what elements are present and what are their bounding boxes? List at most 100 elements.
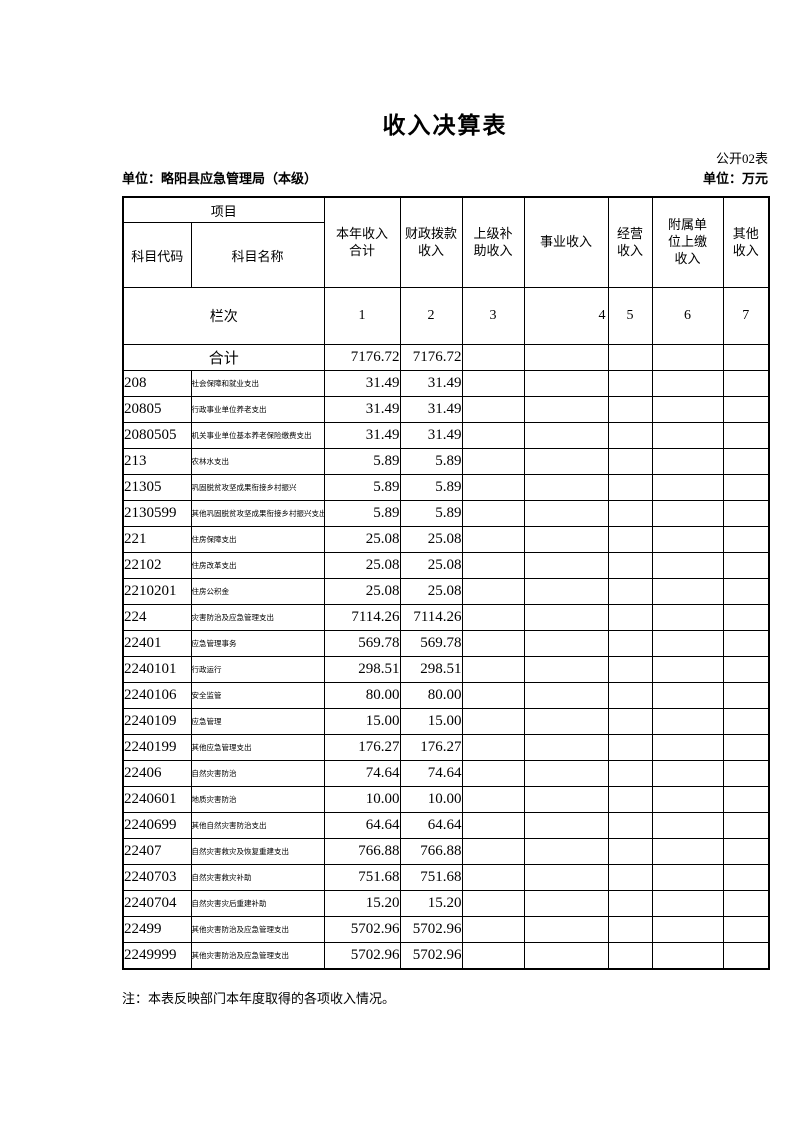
value-cell	[722, 916, 770, 943]
value-cell: 5702.96	[399, 916, 463, 943]
value-cell	[607, 396, 653, 423]
value-cell: 7176.72	[399, 344, 463, 371]
value-cell	[461, 448, 525, 475]
value-cell	[523, 864, 609, 891]
value-cell: 10.00	[323, 786, 401, 813]
subject-code-cell: 2080505	[122, 422, 192, 449]
subject-name-cell: 其他灾害防治及应急管理支出	[190, 916, 325, 943]
subject-code-cell: 221	[122, 526, 192, 553]
value-cell	[523, 916, 609, 943]
value-cell	[523, 578, 609, 605]
value-cell	[651, 604, 724, 631]
value-cell	[523, 760, 609, 787]
value-cell: 10.00	[399, 786, 463, 813]
value-cell: 74.64	[399, 760, 463, 787]
subject-code-cell: 22406	[122, 760, 192, 787]
value-cell: 176.27	[323, 734, 401, 761]
table-row: 208 社会保障和就业支出 31.49 31.49	[122, 370, 770, 397]
value-cell: 25.08	[323, 526, 401, 553]
value-cell	[523, 500, 609, 527]
value-cell	[722, 448, 770, 475]
value-cell	[461, 708, 525, 735]
value-cell	[651, 552, 724, 579]
subject-code-header: 科目代码	[122, 222, 192, 288]
value-cell	[461, 552, 525, 579]
subject-code-cell: 2240699	[122, 812, 192, 839]
table-row: 2240601 地质灾害防治 10.00 10.00	[122, 786, 770, 813]
subject-name-cell: 地质灾害防治	[190, 786, 325, 813]
value-cell: 31.49	[399, 370, 463, 397]
column-header-affiliated-unit-income: 附属单 位上缴 收入	[651, 196, 724, 288]
value-cell: 25.08	[323, 578, 401, 605]
subject-name-cell: 行政事业单位养老支出	[190, 396, 325, 423]
subject-name-header: 科目名称	[190, 222, 325, 288]
value-cell: 5702.96	[323, 916, 401, 943]
table-row: 221 住房保障支出 25.08 25.08	[122, 526, 770, 553]
subject-name-cell: 行政运行	[190, 656, 325, 683]
value-cell: 80.00	[399, 682, 463, 709]
value-cell	[523, 682, 609, 709]
value-cell	[607, 708, 653, 735]
value-cell: 569.78	[323, 630, 401, 657]
value-cell	[461, 578, 525, 605]
table-row: 2210201 住房公积金 25.08 25.08	[122, 578, 770, 605]
value-cell	[651, 630, 724, 657]
value-cell	[461, 682, 525, 709]
column-index-cell: 1	[323, 287, 401, 345]
subject-name-cell: 自然灾害防治	[190, 760, 325, 787]
value-cell	[722, 474, 770, 501]
subject-code-cell: 22401	[122, 630, 192, 657]
value-cell: 25.08	[323, 552, 401, 579]
value-cell: 7114.26	[323, 604, 401, 631]
value-cell: 15.20	[323, 890, 401, 917]
value-cell	[651, 890, 724, 917]
table-row: 2240703 自然灾害救灾补助 751.68 751.68	[122, 864, 770, 891]
subject-code-cell: 22407	[122, 838, 192, 865]
subject-name-cell: 住房改革支出	[190, 552, 325, 579]
column-index-cell: 7	[722, 287, 770, 345]
value-cell	[722, 838, 770, 865]
value-cell	[607, 552, 653, 579]
value-cell	[651, 344, 724, 371]
value-cell: 5702.96	[399, 942, 463, 969]
form-code: 公开02表	[715, 151, 768, 166]
subject-name-cell: 其他巩固脱贫攻坚成果衔接乡村振兴支出	[190, 500, 325, 527]
subject-code-cell: 20805	[122, 396, 192, 423]
value-cell	[523, 396, 609, 423]
value-cell	[523, 786, 609, 813]
value-cell	[651, 812, 724, 839]
value-cell	[607, 526, 653, 553]
value-cell	[722, 682, 770, 709]
value-cell	[523, 838, 609, 865]
value-cell	[461, 916, 525, 943]
subject-code-cell: 2240704	[122, 890, 192, 917]
table-row: 2240109 应急管理 15.00 15.00	[122, 708, 770, 735]
subject-name-cell: 自然灾害救灾及恢复重建支出	[190, 838, 325, 865]
value-cell	[523, 604, 609, 631]
value-cell	[461, 890, 525, 917]
value-cell: 5.89	[399, 448, 463, 475]
column-index-cell: 5	[607, 287, 653, 345]
value-cell	[523, 370, 609, 397]
value-cell: 766.88	[323, 838, 401, 865]
column-index-row: 栏次 1 2 3 4 5 6 7	[122, 287, 770, 345]
value-cell	[607, 942, 653, 969]
subject-name-cell: 其他自然灾害防治支出	[190, 812, 325, 839]
value-cell	[523, 448, 609, 475]
value-cell	[651, 474, 724, 501]
value-cell	[651, 734, 724, 761]
document-title: 收入决算表	[382, 113, 508, 138]
column-header-fiscal-appropriation: 财政拨款 收入	[399, 196, 463, 288]
value-cell	[607, 916, 653, 943]
value-cell	[523, 630, 609, 657]
value-cell	[461, 656, 525, 683]
value-cell	[461, 396, 525, 423]
subject-name-cell: 灾害防治及应急管理支出	[190, 604, 325, 631]
subject-name-cell: 应急管理	[190, 708, 325, 735]
value-cell	[461, 604, 525, 631]
value-cell	[722, 370, 770, 397]
value-cell	[523, 552, 609, 579]
income-table: 项目 本年收入 合计 财政拨款 收入 上级补 助收入 事业收入 经营 收入 附属…	[122, 196, 771, 970]
value-cell: 5.89	[399, 474, 463, 501]
